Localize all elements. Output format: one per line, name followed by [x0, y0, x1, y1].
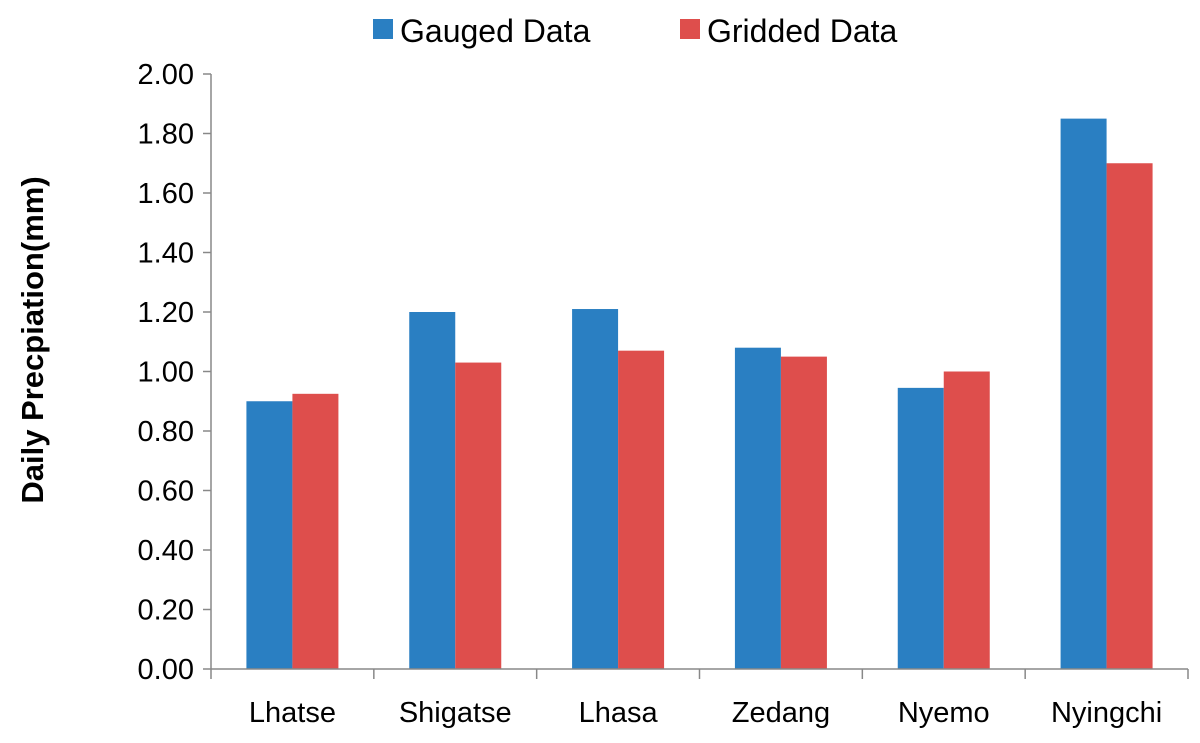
y-tick-label: 0.00 — [138, 654, 194, 686]
y-axis: 0.00 0.20 0.40 0.60 0.80 1.00 1.20 1.40 1.60 1.80… — [138, 59, 212, 686]
y-tick-label: 1.40 — [138, 238, 194, 270]
legend-swatch-gridded — [680, 19, 700, 39]
plot-area — [246, 118, 1153, 669]
legend-label-gridded: Gridded Data — [707, 13, 898, 49]
x-tick-label: Shigatse — [399, 697, 512, 729]
x-tick-label: Zedang — [732, 697, 830, 729]
bar-gridded — [943, 371, 990, 669]
bar-gauged — [734, 347, 781, 669]
y-tick-label: 0.60 — [138, 476, 194, 508]
bar-gauged — [1060, 118, 1107, 669]
y-tick-label: 0.40 — [138, 535, 194, 567]
x-tick-label: Nyingchi — [1051, 697, 1162, 729]
legend-swatch-gauged — [373, 19, 393, 39]
y-tick-label: 0.20 — [138, 595, 194, 627]
y-tick-label: 1.00 — [138, 357, 194, 389]
bar-gauged — [409, 312, 456, 669]
x-axis: Lhatse Shigatse Lhasa Zedang Nyemo Nyingchi — [210, 668, 1189, 729]
y-tick-label: 2.00 — [138, 59, 194, 91]
x-tick-label: Lhasa — [579, 697, 659, 729]
x-tick-label: Nyemo — [898, 697, 990, 729]
bar-gridded — [618, 350, 665, 669]
x-tick-label: Lhatse — [249, 697, 336, 729]
bar-gridded — [780, 356, 827, 669]
legend-label-gauged: Gauged Data — [400, 13, 591, 49]
y-tick-label: 1.80 — [138, 119, 194, 151]
bar-gridded — [455, 362, 502, 669]
bar-gauged — [572, 309, 619, 669]
y-axis-title: Daily Precpiation(mm) — [15, 176, 50, 503]
legend: Gauged Data Gridded Data — [373, 13, 898, 49]
y-tick-label: 1.60 — [138, 178, 194, 210]
bar-gauged — [897, 387, 944, 669]
bar-gridded — [1106, 163, 1153, 669]
bar-gauged — [246, 401, 293, 669]
bar-gridded — [292, 393, 339, 669]
y-tick-label: 0.80 — [138, 416, 194, 448]
y-tick-label: 1.20 — [138, 297, 194, 329]
